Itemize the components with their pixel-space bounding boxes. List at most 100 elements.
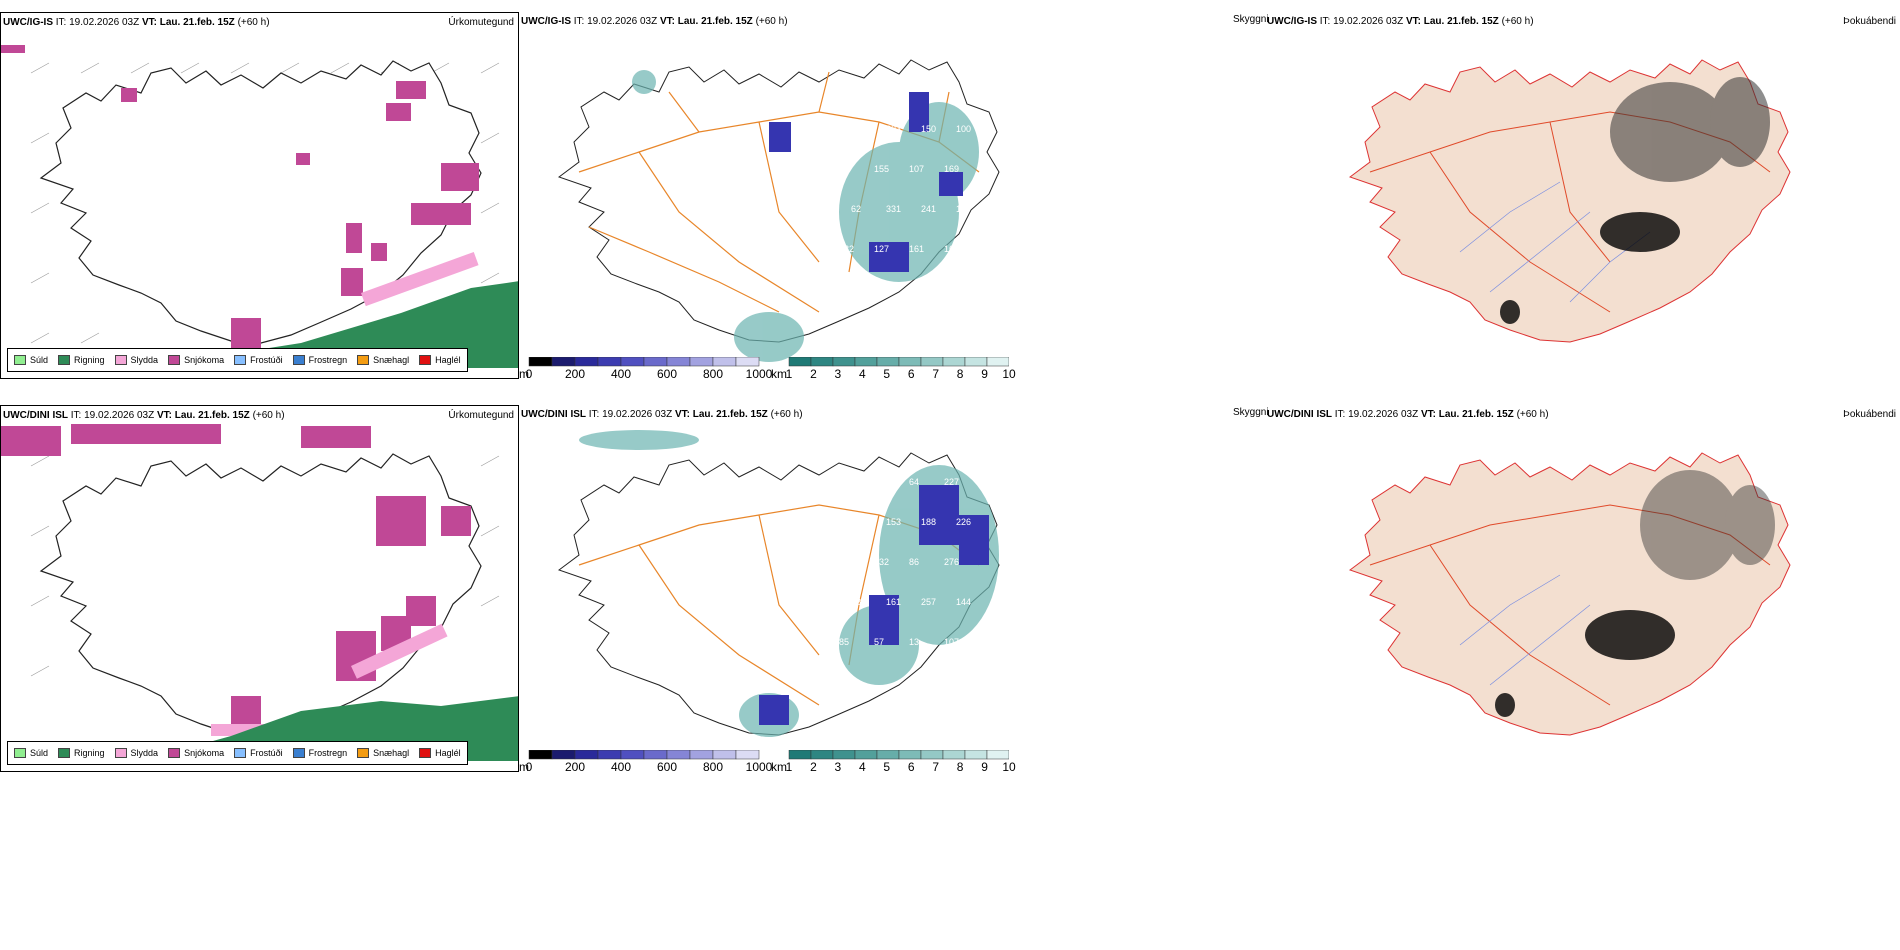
cloud-base-value: 64 (909, 477, 919, 487)
legend-label: Súld (30, 355, 49, 365)
precip-type-title: Úrkomutegund (448, 410, 514, 421)
colorbar-tick-label: 0 (525, 760, 533, 772)
cloud-base-value: 41 (944, 84, 954, 94)
lead-time: (+60 h) (770, 409, 803, 420)
legend-item: Súld (14, 748, 48, 758)
legend-swatch (419, 355, 432, 365)
cloud-base-value: 62 (851, 204, 861, 214)
valid-time: Lau. 21.feb. 15Z (677, 16, 753, 27)
legend-item: Frostregn (292, 355, 347, 365)
init-time: IT: 19.02.2026 03Z (55, 17, 140, 28)
colorbar-tick-label: 7 (932, 367, 939, 379)
legend-item: Frostúði (234, 355, 283, 365)
colorbar-segment (942, 750, 966, 760)
colorbar-segment (689, 750, 714, 760)
cloud-base-value: 332 (874, 557, 889, 567)
legend-label: Frostregn (308, 748, 348, 758)
colorbar-segment (876, 750, 900, 760)
legend-label: Snæhagl (373, 355, 410, 365)
colorbar-segment (898, 750, 922, 760)
cloud-base-value: 288 (851, 597, 866, 607)
cloud-base-value: 155 (874, 164, 889, 174)
colorbar-tick-label: 9 (981, 760, 988, 772)
cloud-base-value: 188 (921, 517, 936, 527)
cloud-base-value: 226 (956, 517, 971, 527)
cloud-base-value: 161 (886, 597, 901, 607)
cloud-base-map-bottom: UWC/DINI ISL IT: 19.02.2026 03Z VT: Lau.… (519, 405, 1036, 772)
legend-item: Haglél (419, 355, 461, 365)
colorbar-tick-label: 10 (1002, 367, 1016, 379)
legend-swatch (168, 748, 181, 758)
colorbar-segment (832, 750, 856, 760)
precip-map-canvas (1, 45, 518, 368)
model-name: UWC/DINI ISL (3, 410, 68, 421)
colorbar-tick-label: 6 (907, 760, 915, 772)
colorbar-segment (643, 750, 668, 760)
legend-swatch (14, 355, 26, 365)
height-colorbar-bottom: m 0 200 400 600 800 1000 (519, 750, 772, 772)
cloud-base-value: 144 (956, 597, 971, 607)
colorbar-segment (620, 357, 645, 367)
colorbar-tick-label: 200 (564, 367, 586, 379)
init-time: IT: 19.02.2026 03Z (70, 410, 155, 421)
colorbar-segment (643, 357, 668, 367)
legend-label: Snjókoma (184, 355, 225, 365)
colorbar-segment (788, 357, 812, 367)
lead-time: (+60 h) (1516, 409, 1549, 420)
legend-swatch (14, 748, 26, 758)
legend-item: Súld (14, 355, 48, 365)
init-time: IT: 19.02.2026 03Z (1319, 16, 1404, 27)
model-name: UWC/DINI ISL (521, 409, 586, 420)
colorbar-segment (574, 750, 599, 760)
init-time: IT: 19.02.2026 03Z (588, 409, 673, 420)
colorbar-segment (964, 750, 988, 760)
colorbar-tick-label: 2 (810, 367, 817, 379)
colorbar-segment (528, 357, 553, 367)
colorbar-segment (810, 750, 834, 760)
legend-swatch (357, 355, 370, 365)
colorbar-segment (942, 357, 966, 367)
precip-type-map-top: UWC/IG-IS IT: 19.02.2026 03Z VT: Lau. 21… (0, 12, 519, 379)
cloud-base-value: 16 (944, 244, 954, 254)
legend-label: Súld (30, 748, 49, 758)
height-unit: m (519, 367, 529, 379)
fog-map-canvas (1349, 59, 1791, 343)
legend-swatch (292, 748, 305, 758)
lead-time: (+60 h) (1501, 16, 1534, 27)
colorbar-segment (666, 357, 691, 367)
legend-item: Frostúði (234, 748, 283, 758)
legend-swatch (292, 355, 305, 365)
cloud-base-value: 241 (921, 204, 936, 214)
fog-title: Þokuábendi (1843, 409, 1896, 420)
colorbar-tick-label: 1 (785, 367, 793, 379)
colorbar-tick-label: 8 (956, 367, 964, 379)
colorbar-tick-label: 5 (883, 367, 891, 379)
model-name: UWC/DINI ISL (1267, 409, 1332, 420)
legend-item: Snæhagl (357, 748, 409, 758)
colorbar-tick-label: 400 (610, 760, 632, 772)
fog-index-map-top: UWC/IG-IS IT: 19.02.2026 03Z VT: Lau. 21… (1265, 12, 1900, 379)
colorbar-segment (986, 357, 1009, 367)
colorbar-segment (666, 750, 691, 760)
cloud-base-value: 227 (944, 477, 959, 487)
colorbar-tick-label: 800 (702, 367, 724, 379)
cloud-base-value: 175 (851, 124, 866, 134)
legend-swatch (58, 748, 71, 758)
cloud-base-value: 86 (909, 557, 919, 567)
height-unit: m (519, 760, 529, 772)
legend-swatch (419, 748, 432, 758)
valid-time: Lau. 21.feb. 15Z (1423, 16, 1499, 27)
legend-label: Frostúði (250, 748, 283, 758)
colorbar-tick-label: 5 (883, 760, 891, 772)
cloud-base-value: 127 (874, 244, 889, 254)
colorbar-tick-label: 4 (858, 760, 866, 772)
cloud-base-value: 171 (839, 477, 854, 487)
colorbar-tick-label: 4 (858, 367, 866, 379)
colorbar-segment (920, 357, 944, 367)
cloud-base-value: 49 (874, 84, 884, 94)
cloud-base-value: 331 (886, 204, 901, 214)
model-name: UWC/IG-IS (521, 16, 571, 27)
precip-type-title: Úrkomutegund (448, 17, 514, 28)
colorbar-segment (735, 750, 760, 760)
visibility-colorbar-bottom: km 1 2 3 4 5 6 7 8 9 10 (771, 750, 1016, 772)
